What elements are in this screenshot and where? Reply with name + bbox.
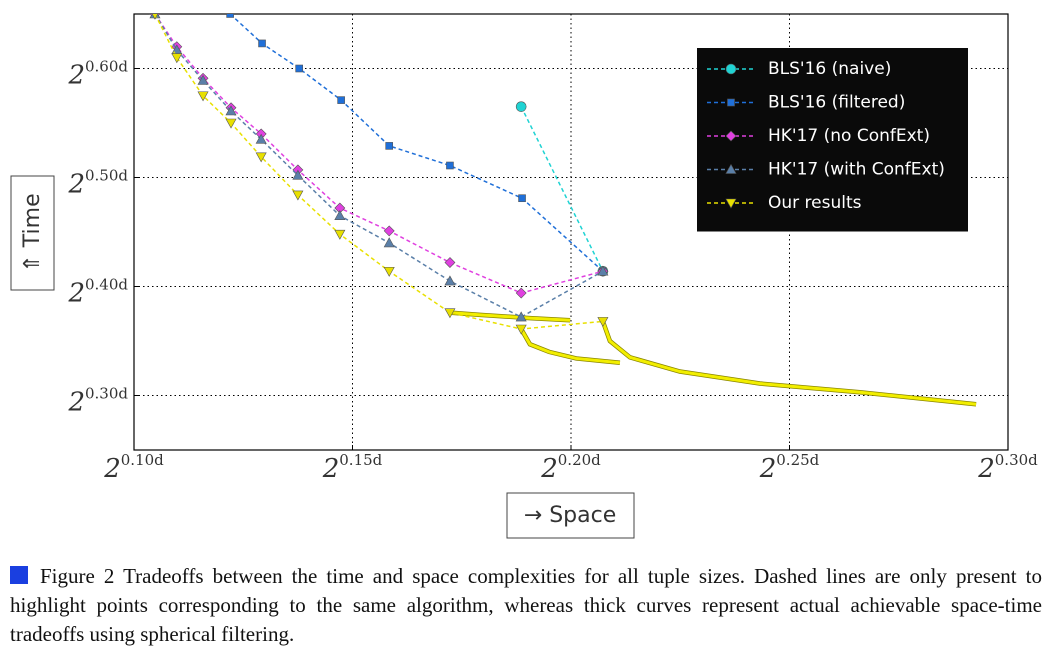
marker <box>383 266 395 277</box>
tick-label: 20.15d <box>322 451 383 484</box>
tick-base: 2 <box>67 61 85 91</box>
tick-label: 20.40d <box>67 276 128 309</box>
y-axis-label: ⇑ Time <box>20 193 45 272</box>
marker <box>385 142 394 150</box>
tick-label: 20.30d <box>977 451 1038 484</box>
tick-exponent: 0.20d <box>558 451 601 469</box>
tick-exponent: 0.25d <box>776 451 819 469</box>
marker <box>197 74 209 85</box>
marker <box>151 14 159 20</box>
marker <box>725 198 737 209</box>
marker <box>258 39 266 48</box>
marker <box>171 53 183 64</box>
tick-exponent: 0.60d <box>85 58 128 76</box>
x-label-box <box>506 492 635 539</box>
marker <box>444 257 456 268</box>
marker <box>334 210 346 220</box>
tick-base: 2 <box>322 454 340 484</box>
tick-exponent: 0.30d <box>85 385 128 403</box>
legend-label: BLS'16 (filtered) <box>768 93 905 113</box>
legend-label: Our results <box>768 193 862 213</box>
marker <box>725 130 737 142</box>
curve <box>601 320 977 406</box>
tick-label: 20.50d <box>67 167 128 200</box>
marker <box>515 311 527 322</box>
marker <box>727 98 735 107</box>
tick-exponent: 0.50d <box>85 167 128 185</box>
tick-base: 2 <box>67 279 85 309</box>
marker <box>597 317 609 327</box>
marker <box>725 63 737 75</box>
marker <box>225 118 237 129</box>
marker <box>292 169 304 180</box>
tick-base: 2 <box>103 454 121 484</box>
tick-exponent: 0.15d <box>339 451 382 469</box>
series-line <box>520 106 604 272</box>
marker <box>334 229 346 240</box>
marker <box>515 287 527 299</box>
caption: Figure 2 Tradeoffs between the time and … <box>10 562 1042 649</box>
marker <box>383 237 395 248</box>
series-line <box>229 14 604 272</box>
marker <box>597 265 609 276</box>
marker <box>518 194 526 203</box>
x-axis-label: → Space <box>524 503 616 528</box>
tick-base: 2 <box>67 170 85 200</box>
marker <box>292 190 304 201</box>
legend-box <box>697 48 968 232</box>
marker <box>383 225 395 237</box>
tick-base: 2 <box>759 454 777 484</box>
y-label-box <box>10 175 55 291</box>
tick-label: 20.25d <box>759 451 820 484</box>
tick-label: 20.60d <box>67 58 128 91</box>
tick-base: 2 <box>977 454 995 484</box>
marker <box>337 96 345 104</box>
tick-label: 20.20d <box>540 451 601 484</box>
marker <box>444 275 456 286</box>
legend-label: BLS'16 (naive) <box>768 59 891 79</box>
curve <box>519 328 621 365</box>
tick-label: 20.30d <box>67 385 128 418</box>
marker <box>515 324 527 335</box>
tick-exponent: 0.40d <box>85 276 128 294</box>
series-line <box>154 14 604 318</box>
chart: ⇑ Time → Space 20.10d 20.15d 20.20d 20.25d 2… <box>10 13 1038 539</box>
marker <box>255 152 267 163</box>
curve <box>449 311 571 322</box>
tick-exponent: 0.30d <box>995 451 1038 469</box>
marker <box>225 105 237 116</box>
tick-base: 2 <box>540 454 558 484</box>
tick-label: 20.10d <box>103 451 164 484</box>
marker <box>226 14 234 18</box>
caption-text: Figure 2 Tradeoffs between the time and … <box>10 564 1042 646</box>
marker <box>725 163 737 174</box>
marker <box>515 101 527 112</box>
tick-exponent: 0.10d <box>121 451 164 469</box>
caption-icon <box>10 566 28 584</box>
marker <box>255 133 267 144</box>
legend-label: HK'17 (with ConfExt) <box>768 160 945 180</box>
legend-label: HK'17 (no ConfExt) <box>768 126 930 146</box>
plot-area <box>149 14 977 407</box>
tick-base: 2 <box>67 388 85 418</box>
marker <box>446 161 454 170</box>
marker <box>197 91 209 102</box>
marker <box>444 308 456 319</box>
marker <box>295 64 303 73</box>
